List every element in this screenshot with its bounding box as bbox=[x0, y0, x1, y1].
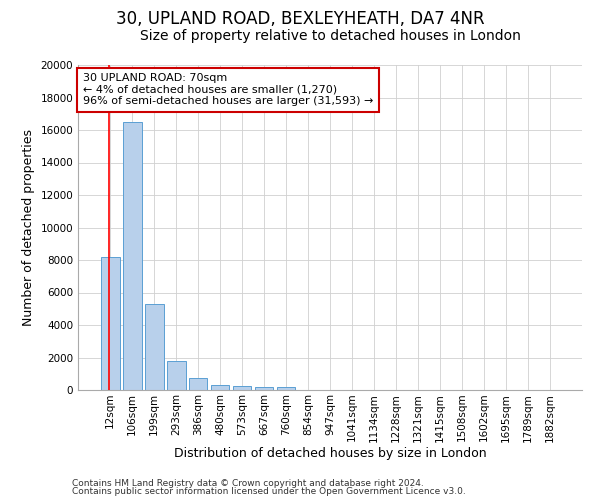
Title: Size of property relative to detached houses in London: Size of property relative to detached ho… bbox=[140, 29, 520, 43]
Bar bbox=[145, 304, 164, 390]
Bar bbox=[167, 361, 185, 390]
Bar bbox=[123, 122, 142, 390]
Text: Contains public sector information licensed under the Open Government Licence v3: Contains public sector information licen… bbox=[72, 487, 466, 496]
Text: Contains HM Land Registry data © Crown copyright and database right 2024.: Contains HM Land Registry data © Crown c… bbox=[72, 478, 424, 488]
Bar bbox=[255, 387, 274, 390]
Text: 30 UPLAND ROAD: 70sqm
← 4% of detached houses are smaller (1,270)
96% of semi-de: 30 UPLAND ROAD: 70sqm ← 4% of detached h… bbox=[83, 73, 373, 106]
Bar bbox=[189, 378, 208, 390]
Bar bbox=[233, 386, 251, 390]
Bar bbox=[211, 385, 229, 390]
Y-axis label: Number of detached properties: Number of detached properties bbox=[22, 129, 35, 326]
Bar bbox=[101, 257, 119, 390]
Bar bbox=[277, 387, 295, 390]
X-axis label: Distribution of detached houses by size in London: Distribution of detached houses by size … bbox=[173, 447, 487, 460]
Text: 30, UPLAND ROAD, BEXLEYHEATH, DA7 4NR: 30, UPLAND ROAD, BEXLEYHEATH, DA7 4NR bbox=[116, 10, 484, 28]
